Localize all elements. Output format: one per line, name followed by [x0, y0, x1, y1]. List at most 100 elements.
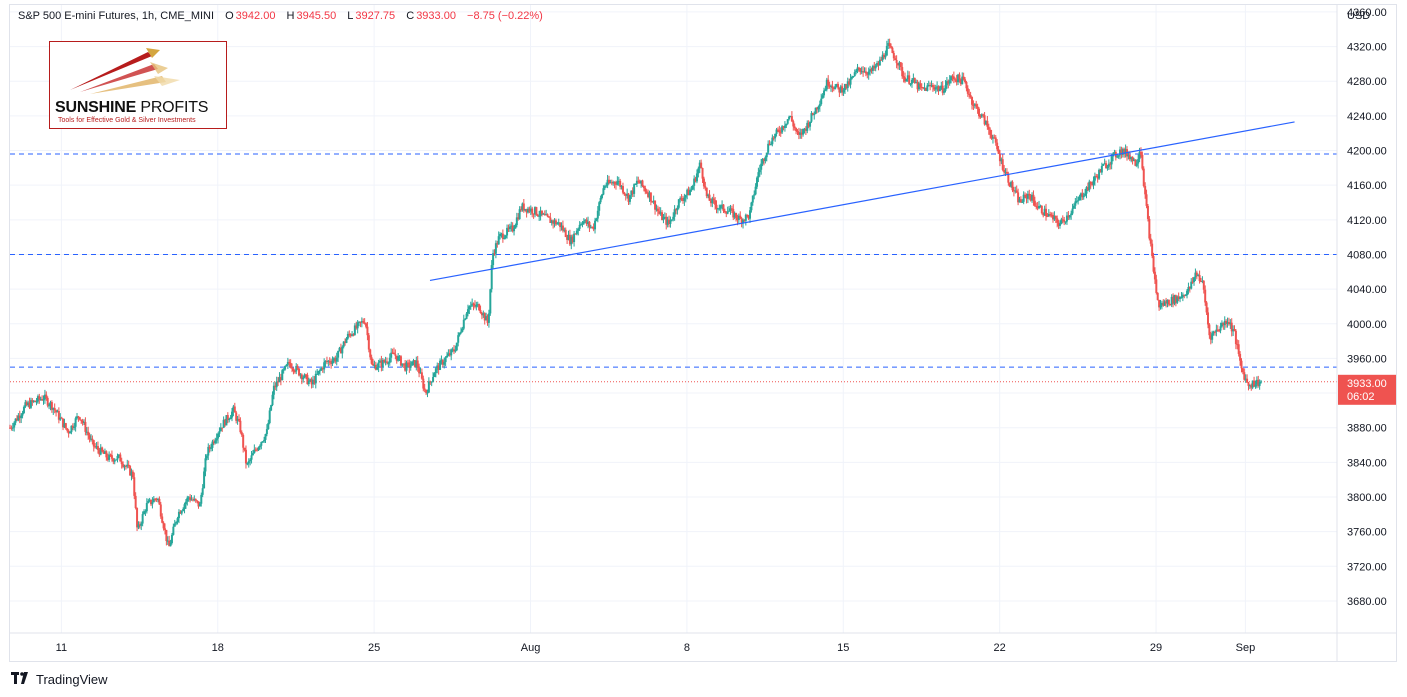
candle-body	[1040, 205, 1043, 214]
candle-body	[955, 79, 958, 83]
candle	[468, 305, 471, 315]
candle-body	[96, 446, 99, 450]
candle-body	[293, 371, 296, 373]
candle	[21, 410, 24, 419]
candle-body	[158, 498, 161, 505]
candle	[680, 194, 683, 202]
candle-body	[735, 212, 738, 218]
candle	[835, 83, 838, 88]
candle-body	[1145, 194, 1148, 206]
candle-body	[902, 76, 905, 78]
candle	[806, 120, 809, 134]
candle	[136, 507, 139, 532]
candle	[355, 321, 358, 330]
candle-body	[651, 201, 654, 203]
candle	[281, 368, 284, 381]
candle	[1038, 200, 1041, 210]
candle-body	[723, 210, 726, 213]
candle	[601, 193, 604, 200]
candle	[1124, 144, 1127, 158]
candle	[492, 249, 495, 270]
candle-body	[1093, 176, 1096, 181]
candle-body	[518, 209, 521, 220]
candle-body	[1218, 330, 1221, 332]
candle-body	[1021, 201, 1024, 203]
candle-body	[175, 521, 178, 524]
candle-body	[859, 68, 862, 72]
candle-body	[790, 116, 793, 122]
candle-body	[177, 511, 180, 519]
candle	[63, 418, 66, 429]
candle-body	[1222, 322, 1225, 326]
candle-body	[1176, 296, 1179, 303]
candle	[631, 187, 634, 198]
candle-body	[21, 413, 24, 416]
candle	[607, 175, 610, 185]
candle-body	[367, 335, 370, 350]
tradingview-branding[interactable]: TradingView	[11, 671, 108, 687]
candle	[1042, 212, 1045, 218]
candle-body	[441, 360, 444, 365]
candle-body	[792, 121, 795, 127]
time-tick-label: Aug	[521, 642, 541, 654]
candle	[103, 448, 106, 455]
candle-body	[1077, 200, 1080, 202]
candle	[325, 356, 328, 365]
candle-body	[1191, 281, 1194, 283]
candle-body	[339, 347, 342, 354]
candle	[1166, 299, 1169, 308]
candle-body	[598, 202, 601, 211]
candle	[899, 61, 902, 71]
candle-body	[134, 495, 137, 509]
candle	[637, 176, 640, 184]
candle	[1219, 322, 1222, 334]
candle-body	[952, 76, 955, 80]
candle-body	[824, 89, 827, 91]
candle-body	[853, 72, 856, 77]
candle	[496, 240, 499, 248]
candle	[971, 96, 974, 110]
candle-body	[1152, 256, 1155, 272]
candle-body	[1053, 215, 1056, 220]
candle-body	[307, 381, 310, 385]
candle	[1116, 154, 1119, 159]
candle	[1170, 294, 1173, 308]
candle-body	[599, 198, 602, 203]
candle-body	[550, 220, 553, 223]
candle	[256, 447, 259, 452]
candle-body	[1092, 180, 1095, 185]
candle-body	[453, 349, 456, 352]
candle	[401, 363, 404, 368]
candle	[1167, 299, 1170, 307]
candle-body	[13, 422, 16, 428]
candle-body	[1100, 165, 1103, 173]
time-axis[interactable]: 11 18 25 Aug 8 15 22 29 Sep	[9, 632, 1397, 654]
ascending-trendline[interactable]	[429, 121, 1295, 282]
candle-body	[196, 500, 199, 502]
candle-body	[1132, 159, 1135, 162]
candle-body	[909, 83, 912, 85]
candle-body	[1187, 287, 1190, 291]
candle	[973, 103, 976, 109]
candle	[520, 206, 523, 212]
candle	[998, 150, 1001, 167]
candle-body	[483, 313, 486, 321]
candle	[1061, 215, 1064, 224]
price-axis[interactable]: 4360.004320.004280.004240.004200.004160.…	[1336, 4, 1396, 662]
trendline[interactable]	[429, 121, 1295, 282]
candle-body	[27, 402, 30, 406]
candle	[55, 409, 58, 417]
candle	[890, 43, 893, 49]
candle	[151, 497, 154, 509]
candle-body	[228, 419, 231, 421]
candle	[95, 442, 98, 450]
candle-body	[654, 200, 657, 210]
candle-body	[237, 418, 240, 421]
candle	[800, 128, 803, 139]
symbol-title[interactable]: S&P 500 E-mini Futures, 1h, CME_MINI	[18, 10, 215, 22]
candle	[807, 120, 810, 129]
candle	[1001, 154, 1004, 172]
candle-body	[1148, 218, 1151, 239]
candle-body	[323, 362, 326, 370]
